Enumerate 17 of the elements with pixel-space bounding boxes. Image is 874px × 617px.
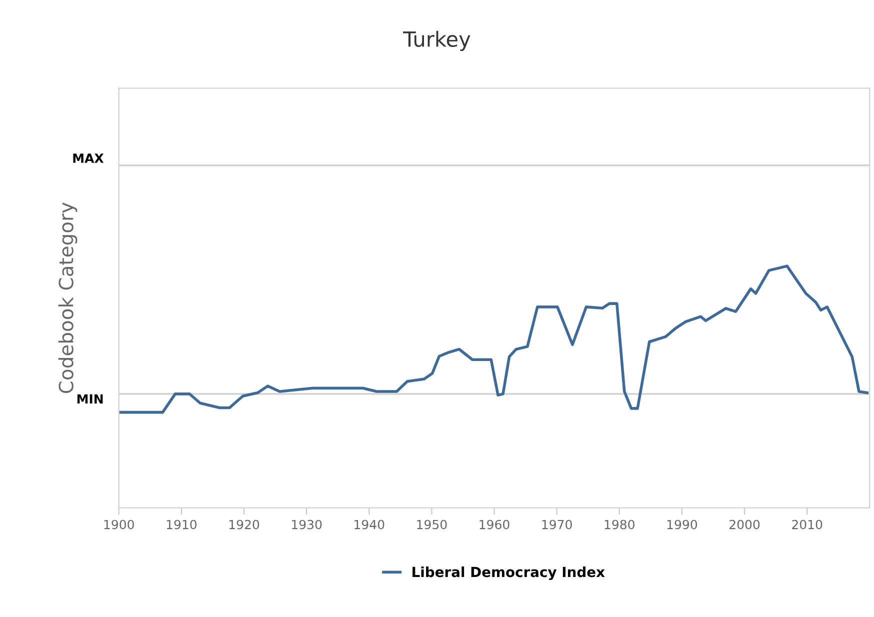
x-tick-label: 1960 xyxy=(480,520,510,530)
x-tick-label: 2000 xyxy=(730,520,760,530)
legend-label: Liberal Democracy Index xyxy=(412,566,605,580)
x-tick-label: 1980 xyxy=(604,520,634,530)
x-tick-label: 1940 xyxy=(354,520,384,530)
ref-line-label: MAX xyxy=(73,154,104,163)
x-tick-label: 1970 xyxy=(542,520,572,530)
x-tick-label: 1900 xyxy=(104,520,134,530)
x-tick-label: 1990 xyxy=(667,520,698,530)
ref-line-label: MIN xyxy=(77,394,103,404)
y-axis-title: Codebook Category xyxy=(58,202,78,394)
x-tick-label: 1920 xyxy=(229,520,260,530)
x-tick-label: 1950 xyxy=(417,520,447,530)
x-tick-label: 2010 xyxy=(792,520,822,530)
x-tick-label: 1910 xyxy=(166,520,197,530)
chart-title: Turkey xyxy=(403,30,470,52)
x-tick-label: 1930 xyxy=(292,520,322,530)
